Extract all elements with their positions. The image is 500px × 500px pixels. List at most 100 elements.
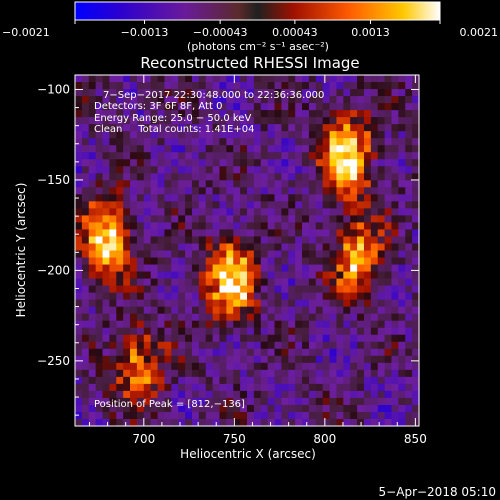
heatmap-cell <box>377 362 386 371</box>
heatmap-cell <box>350 264 358 273</box>
heatmap-cell <box>357 355 365 364</box>
heatmap-cell <box>198 327 207 336</box>
heatmap-cell <box>198 208 207 216</box>
heatmap-cell <box>260 103 269 111</box>
heatmap-cell <box>384 320 393 329</box>
heatmap-cell <box>336 383 344 392</box>
heatmap-cell <box>384 306 393 315</box>
heatmap-cell <box>212 89 221 97</box>
heatmap-cell <box>205 145 214 153</box>
heatmap-cell <box>116 299 124 308</box>
heatmap-cell <box>308 208 317 216</box>
heatmap-cell <box>363 75 372 83</box>
heatmap-cell <box>363 355 372 364</box>
heatmap-cell <box>253 180 262 188</box>
heatmap-cell <box>95 222 104 231</box>
heatmap-cell <box>198 306 207 315</box>
heatmap-cell <box>308 75 317 83</box>
heatmap-cell <box>302 341 310 350</box>
heatmap-cell <box>171 397 179 406</box>
heatmap-cell <box>81 278 90 287</box>
heatmap-cell <box>219 418 227 427</box>
heatmap-cell <box>253 327 262 336</box>
heatmap-cell <box>157 75 166 83</box>
heatmap-cell <box>123 369 131 378</box>
heatmap-cell <box>95 376 104 385</box>
heatmap-cell <box>281 299 289 308</box>
heatmap-cell <box>288 173 296 181</box>
heatmap-cell <box>357 194 365 202</box>
heatmap-cell <box>130 166 138 174</box>
heatmap-cell <box>116 292 124 301</box>
heatmap-cell <box>150 166 159 174</box>
heatmap-cell <box>412 250 420 259</box>
heatmap-cell <box>150 376 159 385</box>
heatmap-cell <box>136 404 145 413</box>
heatmap-cell <box>164 292 172 301</box>
heatmap-cell <box>281 236 289 245</box>
heatmap-cell <box>116 222 124 231</box>
heatmap-cell <box>357 208 365 216</box>
heatmap-cell <box>253 257 262 266</box>
heatmap-cell <box>164 397 172 406</box>
heatmap-cell <box>274 152 282 160</box>
heatmap-cell <box>343 243 351 252</box>
heatmap-cell <box>253 397 262 406</box>
heatmap-cell <box>150 180 159 188</box>
heatmap-cell <box>198 250 207 259</box>
heatmap-cell <box>178 320 186 329</box>
heatmap-cell <box>308 138 317 146</box>
heatmap-cell <box>343 369 351 378</box>
heatmap-cell <box>75 418 83 427</box>
heatmap-cell <box>350 103 358 111</box>
heatmap-cell <box>116 243 124 252</box>
heatmap-cell <box>384 208 393 216</box>
heatmap-cell <box>253 313 262 322</box>
heatmap-cell <box>116 96 124 104</box>
heatmap-cell <box>295 369 303 378</box>
heatmap-cell <box>150 355 159 364</box>
heatmap-cell <box>281 117 289 125</box>
heatmap-cell <box>322 404 331 413</box>
heatmap-cell <box>240 229 248 238</box>
heatmap-cell <box>412 404 420 413</box>
heatmap-cell <box>329 138 338 146</box>
heatmap-cell <box>164 327 172 336</box>
heatmap-cell <box>123 390 131 399</box>
heatmap-cell <box>171 411 179 420</box>
heatmap-cell <box>384 110 393 118</box>
heatmap-cell <box>288 320 296 329</box>
heatmap-cell <box>191 75 200 83</box>
heatmap-cell <box>391 355 399 364</box>
heatmap-cell <box>322 222 331 231</box>
heatmap-cell <box>370 138 379 146</box>
heatmap-cell <box>308 103 317 111</box>
heatmap-cell <box>164 89 172 97</box>
heatmap-cell <box>198 271 207 280</box>
heatmap-cell <box>315 320 324 329</box>
heatmap-cell <box>391 390 399 399</box>
heatmap-cell <box>391 103 399 111</box>
heatmap-cell <box>102 369 110 378</box>
heatmap-cell <box>123 152 131 160</box>
heatmap-cell <box>363 327 372 336</box>
heatmap-cell <box>109 376 117 385</box>
heatmap-cell <box>205 250 214 259</box>
heatmap-cell <box>88 320 97 329</box>
heatmap-cell <box>302 292 310 301</box>
heatmap-cell <box>185 383 193 392</box>
heatmap-cell <box>143 187 152 195</box>
heatmap-cell <box>109 292 117 301</box>
heatmap-cell <box>350 376 358 385</box>
heatmap-cell <box>377 173 386 181</box>
x-axis-ticks: 700 750 800 850 <box>88 75 427 446</box>
heatmap-cell <box>377 313 386 322</box>
heatmap-cell <box>178 110 186 118</box>
heatmap-cell <box>123 215 131 224</box>
heatmap-cell <box>260 278 269 287</box>
heatmap-cell <box>130 299 138 308</box>
heatmap-cell <box>123 292 131 301</box>
heatmap-cell <box>205 124 214 132</box>
heatmap-cell <box>247 236 255 245</box>
heatmap-cell <box>219 257 227 266</box>
